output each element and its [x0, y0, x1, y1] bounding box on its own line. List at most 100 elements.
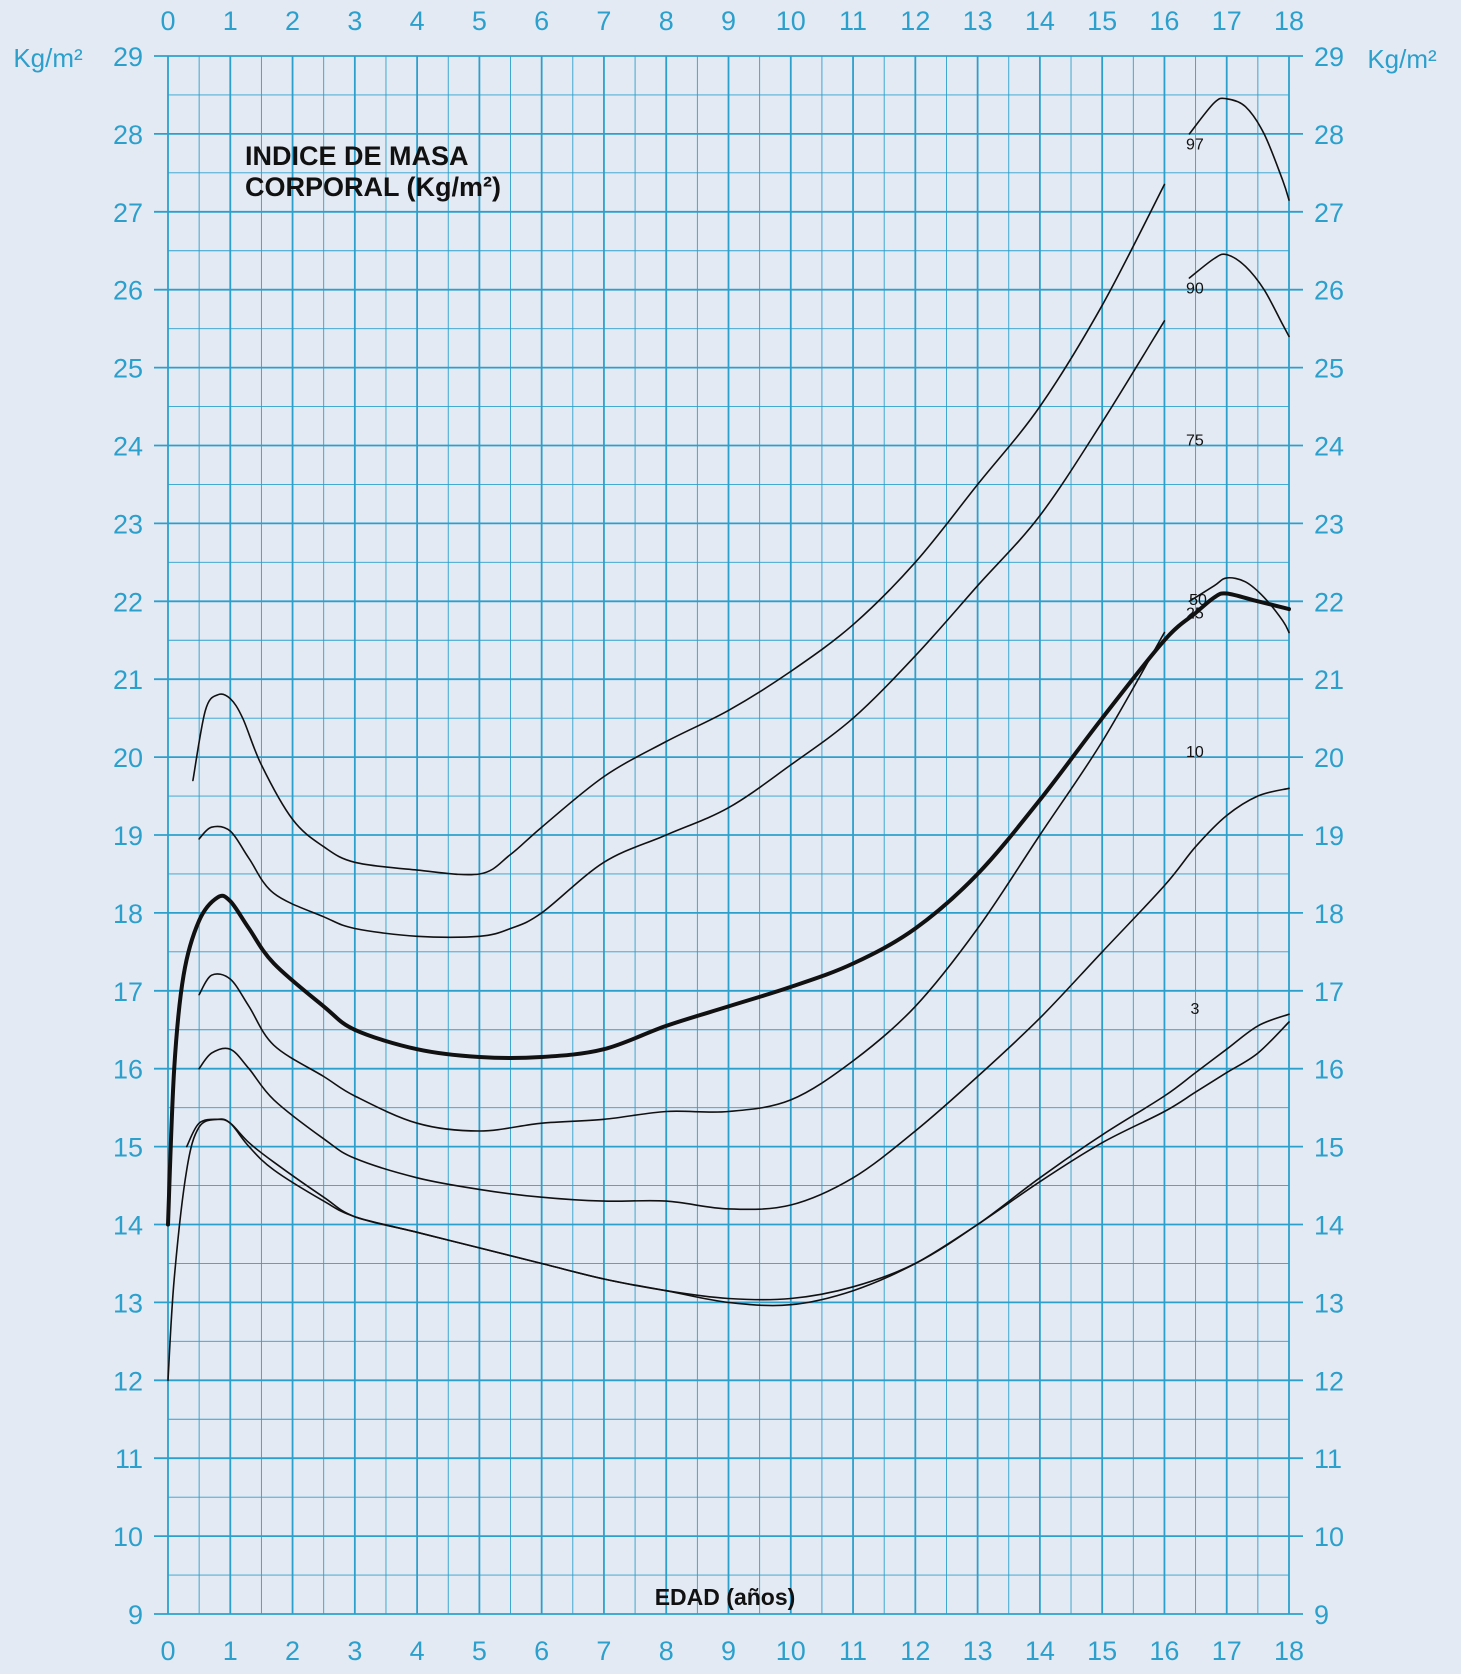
y-tick-label-right: 29: [1314, 42, 1344, 72]
x-tick-label-bottom: 6: [534, 1636, 549, 1666]
y-tick-label-right: 22: [1314, 587, 1344, 617]
x-tick-label-top: 13: [963, 6, 993, 36]
y-tick-label-left: 14: [113, 1211, 143, 1241]
percentile-50-label: 50: [1189, 592, 1207, 609]
y-tick-label-right: 20: [1314, 743, 1344, 773]
x-tick-label-bottom: 10: [776, 1636, 806, 1666]
percentile-90-curve: [198, 320, 1166, 939]
x-tick-label-top: 15: [1087, 6, 1117, 36]
unit-label-right: Kg/m²: [1367, 44, 1437, 74]
x-tick-label-bottom: 3: [347, 1636, 362, 1666]
x-tick-label-top: 4: [410, 6, 425, 36]
y-tick-label-left: 20: [113, 743, 143, 773]
percentile-97-curve: [1188, 97, 1290, 201]
percentile-97-label: 97: [1186, 136, 1204, 153]
y-tick-label-left: 23: [113, 509, 143, 539]
x-tick-label-bottom: 4: [410, 1636, 425, 1666]
y-tick-label-right: 13: [1314, 1288, 1344, 1318]
x-tick-label-top: 10: [776, 6, 806, 36]
y-tick-label-left: 11: [115, 1444, 143, 1474]
x-tick-label-top: 11: [839, 6, 867, 36]
y-tick-label-left: 12: [113, 1366, 143, 1396]
x-tick-label-top: 1: [223, 6, 238, 36]
y-tick-label-left: 16: [113, 1055, 143, 1085]
x-tick-label-bottom: 18: [1274, 1636, 1304, 1666]
percentile-3-label: 3: [1190, 1001, 1199, 1018]
x-tick-label-top: 16: [1149, 6, 1179, 36]
chart-title-line-2: CORPORAL (Kg/m²): [245, 172, 501, 202]
x-tick-label-top: 18: [1274, 6, 1304, 36]
x-tick-label-top: 6: [534, 6, 549, 36]
x-tick-label-bottom: 16: [1149, 1636, 1179, 1666]
y-tick-label-right: 15: [1314, 1133, 1344, 1163]
x-tick-label-top: 3: [347, 6, 362, 36]
y-tick-label-right: 14: [1314, 1211, 1344, 1241]
percentile-3-curve: [167, 1021, 1290, 1382]
y-tick-label-right: 26: [1314, 276, 1344, 306]
x-tick-label-bottom: 2: [285, 1636, 300, 1666]
axes: 0011223344556677889910101111121213131414…: [113, 6, 1344, 1666]
x-tick-label-top: 12: [900, 6, 930, 36]
y-tick-label-right: 24: [1314, 432, 1344, 462]
y-tick-label-left: 24: [113, 432, 143, 462]
y-tick-label-left: 21: [113, 665, 143, 695]
y-tick-label-right: 11: [1314, 1444, 1342, 1474]
percentile-75-curve: [198, 631, 1166, 1132]
percentile-75-label: 75: [1186, 433, 1204, 450]
x-tick-label-top: 9: [721, 6, 736, 36]
y-tick-label-right: 12: [1314, 1366, 1344, 1396]
x-tick-label-bottom: 17: [1212, 1636, 1242, 1666]
x-tick-label-bottom: 14: [1025, 1636, 1055, 1666]
y-tick-label-left: 9: [128, 1600, 143, 1630]
x-tick-label-top: 17: [1212, 6, 1242, 36]
y-tick-label-right: 28: [1314, 120, 1344, 150]
x-tick-label-top: 2: [285, 6, 300, 36]
y-tick-label-left: 26: [113, 276, 143, 306]
y-tick-label-left: 17: [113, 977, 143, 1007]
chart-title-line-1: INDICE DE MASA: [245, 141, 469, 171]
percentile-97-curve: [192, 183, 1166, 876]
y-tick-label-left: 10: [113, 1522, 143, 1552]
x-tick-label-bottom: 7: [596, 1636, 611, 1666]
y-tick-label-right: 16: [1314, 1055, 1344, 1085]
x-tick-label-top: 14: [1025, 6, 1055, 36]
y-tick-label-right: 19: [1314, 821, 1344, 851]
y-tick-label-left: 27: [113, 198, 143, 228]
y-tick-label-left: 19: [113, 821, 143, 851]
y-tick-label-right: 25: [1314, 354, 1344, 384]
x-axis-label: EDAD (años): [655, 1584, 796, 1610]
x-tick-label-bottom: 1: [223, 1636, 238, 1666]
y-tick-label-left: 18: [113, 899, 143, 929]
percentile-25-label: 25: [1186, 605, 1204, 622]
x-tick-label-bottom: 15: [1087, 1636, 1117, 1666]
y-tick-label-left: 28: [113, 120, 143, 150]
percentile-90-label: 90: [1186, 281, 1204, 298]
y-tick-label-right: 21: [1314, 665, 1344, 695]
x-tick-label-bottom: 5: [472, 1636, 487, 1666]
percentile-50-curve: [166, 591, 1291, 1227]
y-tick-label-right: 10: [1314, 1522, 1344, 1552]
unit-label-left: Kg/m²: [13, 43, 83, 73]
x-tick-label-top: 5: [472, 6, 487, 36]
y-tick-label-right: 27: [1314, 198, 1344, 228]
y-tick-label-right: 9: [1314, 1600, 1329, 1630]
x-tick-label-bottom: 8: [659, 1636, 674, 1666]
y-tick-label-left: 15: [113, 1133, 143, 1163]
y-tick-label-left: 13: [113, 1288, 143, 1318]
y-tick-label-left: 29: [113, 42, 143, 72]
grid: [154, 55, 1303, 1615]
percentile-10-label: 10: [1186, 744, 1204, 761]
x-tick-label-bottom: 0: [160, 1636, 175, 1666]
y-tick-label-left: 22: [113, 587, 143, 617]
x-tick-label-bottom: 9: [721, 1636, 736, 1666]
x-tick-label-top: 7: [596, 6, 611, 36]
y-tick-label-right: 23: [1314, 509, 1344, 539]
y-tick-label-right: 18: [1314, 899, 1344, 929]
x-tick-label-bottom: 13: [963, 1636, 993, 1666]
y-tick-label-left: 25: [113, 354, 143, 384]
percentile-90-curve: [1188, 253, 1290, 338]
x-tick-label-top: 0: [160, 6, 175, 36]
x-tick-label-bottom: 12: [900, 1636, 930, 1666]
